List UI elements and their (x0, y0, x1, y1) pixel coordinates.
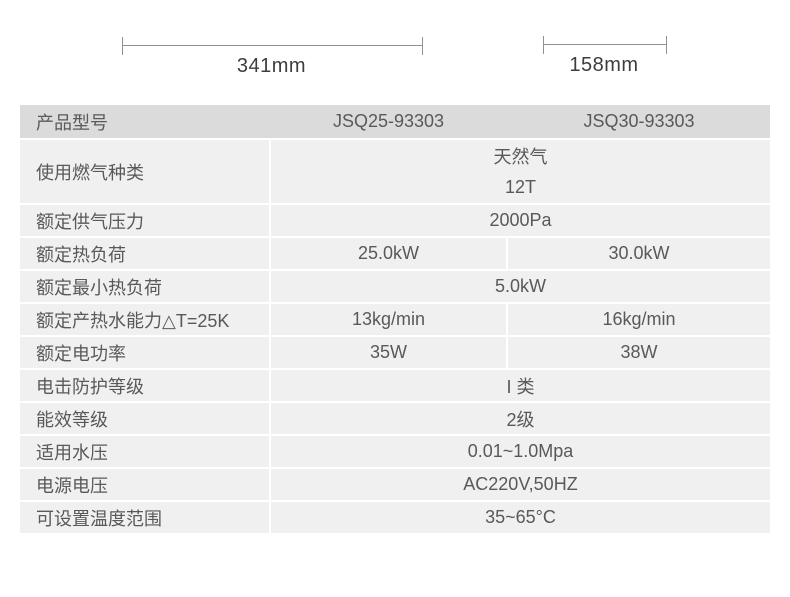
spec-value-cell: 16kg/min (508, 304, 770, 335)
spec-label-cell: 额定热负荷 (20, 238, 269, 269)
spec-label-cell: 适用水压 (20, 436, 269, 467)
table-row: 额定供气压力 2000Pa (20, 205, 770, 236)
spec-table: 产品型号 JSQ25-93303 JSQ30-93303 使用燃气种类 天然气 12… (20, 105, 770, 535)
spec-value-cell: 38W (508, 337, 770, 368)
table-row: 额定最小热负荷 5.0kW (20, 271, 770, 302)
spec-value-line: 天然气 (493, 146, 548, 167)
spec-value-cell: 25.0kW (271, 238, 506, 269)
table-row: 能效等级 2级 (20, 403, 770, 434)
spec-value-cell: 2级 (271, 403, 770, 434)
header-label: 产品型号 (36, 112, 108, 133)
table-row: 额定热负荷 25.0kW 30.0kW (20, 238, 770, 269)
table-row: 适用水压 0.01~1.0Mpa (20, 436, 770, 467)
table-row: 电击防护等级 I 类 (20, 370, 770, 401)
table-row: 可设置温度范围 35~65°C (20, 502, 770, 533)
header-model-2: JSQ30-93303 (583, 111, 695, 131)
spec-value-cell: AC220V,50HZ (271, 469, 770, 500)
spec-label-cell: 使用燃气种类 (20, 140, 269, 203)
dimension-line-depth (543, 36, 667, 54)
table-header-row: 产品型号 JSQ25-93303 JSQ30-93303 (20, 105, 770, 138)
spec-label-cell: 额定产热水能力△T=25K (20, 304, 269, 335)
header-model-1: JSQ25-93303 (332, 111, 445, 131)
spec-label-cell: 可设置温度范围 (20, 502, 269, 533)
spec-value-cell: 30.0kW (508, 238, 770, 269)
table-row: 额定电功率 35W 38W (20, 337, 770, 368)
spec-label-cell: 能效等级 (20, 403, 269, 434)
dimension-label-width: 341mm (236, 55, 307, 77)
spec-label-cell: 额定电功率 (20, 337, 269, 368)
spec-value-cell: 0.01~1.0Mpa (271, 436, 770, 467)
spec-value-cell: 35W (271, 337, 506, 368)
dimension-line-width (122, 37, 423, 55)
spec-value-cell: 5.0kW (271, 271, 770, 302)
spec-value-cell: 天然气 12T (271, 140, 770, 203)
table-row: 使用燃气种类 天然气 12T (20, 140, 770, 203)
table-row: 额定产热水能力△T=25K 13kg/min 16kg/min (20, 304, 770, 335)
spec-value-cell: I 类 (271, 370, 770, 401)
spec-value-cell: 13kg/min (271, 304, 506, 335)
spec-label-cell: 额定供气压力 (20, 205, 269, 236)
spec-value-cell: 35~65°C (271, 502, 770, 533)
dimension-label-depth: 158mm (569, 54, 639, 76)
table-row: 电源电压 AC220V,50HZ (20, 469, 770, 500)
spec-value-cell: 2000Pa (271, 205, 770, 236)
spec-value-line: 12T (504, 176, 537, 197)
spec-label-cell: 电击防护等级 (20, 370, 269, 401)
spec-label-cell: 额定最小热负荷 (20, 271, 269, 302)
spec-label-cell: 电源电压 (20, 469, 269, 500)
